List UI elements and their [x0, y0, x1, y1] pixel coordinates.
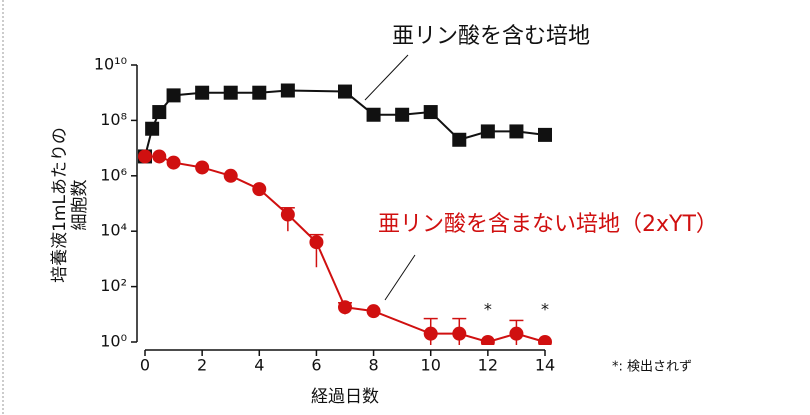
x-tick-label: 14 [535, 356, 555, 375]
marker [480, 335, 495, 345]
marker [309, 235, 324, 250]
series-line [144, 89, 546, 157]
marker [252, 85, 267, 100]
x-tick-label: 10 [421, 356, 441, 375]
marker [152, 149, 167, 164]
x-tick-label: 2 [197, 356, 207, 375]
leader-line [384, 254, 416, 301]
series-label: 亜リン酸を含まない培地（2xYT） [378, 212, 718, 237]
y-tick-label: 10⁰ [100, 332, 127, 351]
y-tick-label: 10⁴ [100, 221, 127, 240]
y-axis-title: 培養液1mLあたりの [50, 127, 70, 283]
x-tick-label: 12 [478, 356, 498, 375]
marker [452, 326, 467, 341]
marker [195, 85, 210, 100]
marker [166, 88, 181, 103]
marker [509, 326, 524, 341]
marker [280, 83, 295, 98]
marker [509, 124, 524, 139]
y-axis-title: 細胞数 [70, 180, 90, 231]
x-axis-title: 経過日数 [311, 387, 379, 407]
marker [252, 182, 267, 197]
marker [338, 84, 352, 99]
marker [452, 132, 467, 147]
x-tick-label: 6 [311, 356, 321, 375]
y-tick-label: 10¹⁰ [94, 55, 127, 74]
marker [538, 335, 552, 345]
marker [395, 107, 410, 122]
series-label: 亜リン酸を含む培地 [392, 24, 590, 49]
marker [538, 127, 552, 142]
annotation: * [541, 300, 549, 319]
marker [366, 107, 381, 122]
x-tick-label: 0 [140, 356, 150, 375]
y-tick-label: 10⁸ [100, 110, 127, 129]
y-tick-label: 10² [100, 276, 127, 295]
annotation: * [484, 300, 492, 319]
marker [223, 85, 238, 100]
marker [166, 155, 181, 170]
x-tick-label: 4 [254, 356, 264, 375]
marker [338, 300, 352, 315]
marker [152, 105, 167, 120]
marker [423, 326, 438, 341]
marker [195, 160, 210, 175]
marker [223, 168, 238, 183]
marker [423, 105, 438, 120]
marker [145, 121, 160, 136]
y-tick-label: 10⁶ [100, 165, 127, 184]
x-tick-label: 8 [368, 356, 378, 375]
footnote: *: 検出されず [612, 360, 692, 375]
marker [480, 124, 495, 139]
marker [280, 207, 295, 222]
leader-line [364, 54, 409, 101]
plot-area [138, 83, 552, 345]
marker [366, 304, 381, 319]
marker [138, 149, 152, 164]
